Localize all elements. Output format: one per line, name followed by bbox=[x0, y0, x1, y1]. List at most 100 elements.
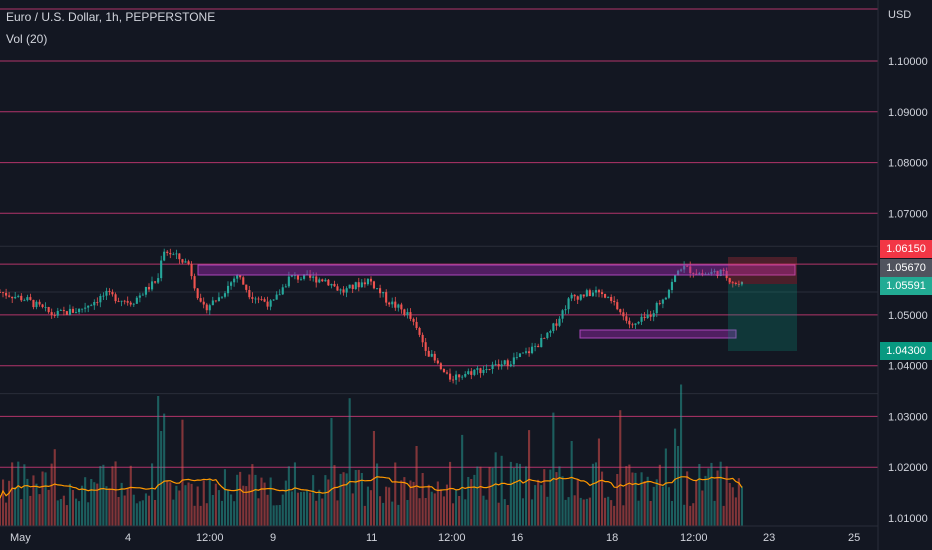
volume-bar bbox=[433, 493, 436, 526]
candle bbox=[652, 313, 655, 317]
candle bbox=[518, 353, 522, 357]
volume-bar bbox=[147, 495, 151, 526]
volume-bar bbox=[473, 474, 476, 526]
volume-bar bbox=[713, 500, 716, 526]
volume-bar bbox=[424, 498, 427, 526]
volume-bar bbox=[163, 413, 166, 526]
volume-bar bbox=[220, 500, 224, 526]
volume-bar bbox=[17, 461, 20, 526]
candle bbox=[38, 301, 41, 305]
candle bbox=[23, 300, 26, 302]
candle bbox=[0, 292, 2, 293]
candle bbox=[455, 374, 458, 380]
volume-bar bbox=[284, 480, 287, 526]
candle bbox=[695, 273, 698, 275]
candle bbox=[68, 308, 72, 315]
volume-bar bbox=[208, 479, 211, 526]
candle bbox=[710, 271, 713, 274]
volume-bar bbox=[518, 463, 522, 526]
volume-bar bbox=[400, 480, 403, 526]
candle bbox=[680, 269, 683, 271]
symbol-title[interactable]: Euro / U.S. Dollar, 1h, PEPPERSTONE bbox=[6, 10, 216, 24]
volume-indicator-label[interactable]: Vol (20) bbox=[6, 32, 48, 46]
candle bbox=[303, 274, 306, 279]
candle bbox=[622, 312, 625, 317]
time-tick-label: May bbox=[10, 532, 31, 544]
level-lines bbox=[0, 8, 878, 468]
volume-bar bbox=[114, 461, 117, 526]
volume-bar bbox=[333, 465, 336, 526]
candle bbox=[640, 316, 643, 322]
volume-bar bbox=[354, 470, 357, 526]
volume-bar bbox=[628, 464, 631, 526]
volume-bar bbox=[543, 469, 546, 526]
volume-bar bbox=[549, 469, 552, 526]
volume-bar bbox=[62, 495, 65, 526]
time-tick-label: 12:00 bbox=[438, 532, 466, 544]
volume-bar bbox=[379, 496, 382, 526]
volume-bar bbox=[166, 480, 169, 526]
candle bbox=[406, 312, 409, 315]
volume-bar bbox=[585, 498, 588, 526]
candle bbox=[597, 290, 601, 293]
candle bbox=[233, 278, 236, 283]
volume-bar bbox=[540, 485, 543, 526]
candle bbox=[248, 290, 251, 298]
candle bbox=[330, 284, 333, 286]
volume-bar bbox=[190, 483, 193, 526]
volume-bar bbox=[403, 477, 406, 526]
candle bbox=[290, 275, 293, 277]
volume-bar bbox=[369, 490, 373, 526]
currency-label: USD bbox=[888, 9, 911, 21]
candle bbox=[704, 273, 707, 275]
volume-bar bbox=[397, 504, 400, 526]
volume-bar bbox=[351, 493, 354, 526]
candle bbox=[190, 264, 193, 277]
candle bbox=[260, 299, 263, 300]
volume-bar bbox=[558, 466, 561, 526]
candle bbox=[284, 286, 287, 288]
volume-bars bbox=[0, 384, 744, 526]
volume-bar bbox=[251, 464, 254, 526]
candle bbox=[14, 296, 17, 299]
candle bbox=[521, 352, 525, 354]
candle bbox=[439, 363, 442, 370]
candle bbox=[135, 297, 138, 304]
price-tick-label: 1.09000 bbox=[888, 107, 928, 119]
candle bbox=[719, 269, 722, 276]
time-tick-label: 16 bbox=[511, 532, 523, 544]
candle bbox=[728, 278, 731, 283]
volume-bar bbox=[689, 505, 692, 526]
candle bbox=[412, 318, 415, 322]
candle bbox=[354, 282, 357, 289]
candle bbox=[473, 369, 476, 375]
candle bbox=[71, 308, 75, 313]
volume-bar bbox=[99, 466, 102, 526]
volume-bar bbox=[576, 479, 579, 526]
candle bbox=[287, 276, 290, 287]
volume-bar bbox=[84, 477, 87, 526]
candle bbox=[546, 332, 549, 338]
candle bbox=[467, 371, 470, 374]
candle bbox=[181, 259, 184, 263]
volume-bar bbox=[476, 466, 479, 526]
candle bbox=[442, 369, 446, 373]
candle bbox=[93, 302, 96, 306]
candle bbox=[698, 273, 701, 275]
volume-bar bbox=[601, 471, 604, 526]
volume-bar bbox=[68, 483, 72, 526]
volume-bar bbox=[701, 490, 704, 526]
volume-bar bbox=[616, 474, 619, 526]
volume-bar bbox=[725, 466, 728, 526]
candle bbox=[515, 357, 518, 358]
candle bbox=[619, 309, 622, 313]
candle bbox=[452, 379, 455, 381]
volume-bar bbox=[129, 465, 132, 526]
candle bbox=[582, 294, 585, 297]
volume-bar bbox=[275, 505, 278, 526]
candle bbox=[464, 374, 467, 377]
volume-bar bbox=[494, 452, 497, 526]
candle bbox=[239, 275, 242, 278]
